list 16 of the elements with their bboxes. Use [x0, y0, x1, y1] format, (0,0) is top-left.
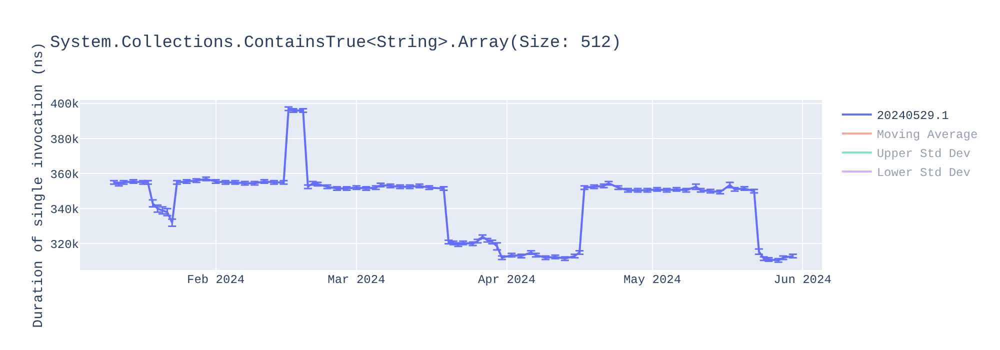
chart-title: System.Collections.ContainsTrue<String>.Array(Size: 512) [50, 34, 622, 53]
y-tick-label: 400k [50, 98, 79, 112]
y-axis-title: Duration of single invocation (ns) [31, 42, 47, 328]
x-tick-label: Jun 2024 [774, 273, 832, 287]
y-tick-label: 360k [50, 168, 79, 182]
y-tick-label: 320k [50, 238, 79, 252]
x-tick-label: Mar 2024 [328, 273, 386, 287]
x-tick-label: Feb 2024 [186, 273, 245, 287]
y-tick-label: 380k [50, 132, 79, 147]
legend-label: 20240529.1 [876, 109, 949, 124]
legend-label: Upper Std Dev [876, 147, 970, 162]
x-tick-label: Apr 2024 [478, 273, 536, 287]
legend-label: Moving Average [876, 128, 978, 142]
y-tick-label: 340k [50, 202, 79, 217]
x-tick-label: May 2024 [623, 273, 682, 287]
legend-label: Lower Std Dev [876, 166, 970, 180]
